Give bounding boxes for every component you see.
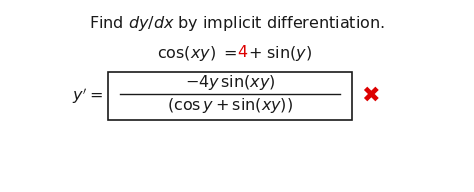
Text: $-4y\,\sin\!\left(xy\right)$: $-4y\,\sin\!\left(xy\right)$	[185, 73, 275, 92]
Text: $\left(\cos y + \sin\!\left(xy\right)\right)$: $\left(\cos y + \sin\!\left(xy\right)\ri…	[167, 96, 293, 115]
Text: $4$: $4$	[237, 44, 248, 60]
Text: ✖: ✖	[361, 86, 379, 106]
Text: $\cos(x\mathit{y})\ =\ $: $\cos(x\mathit{y})\ =\ $	[156, 44, 237, 63]
Text: $+\ \sin(\mathit{y})$: $+\ \sin(\mathit{y})$	[248, 44, 312, 63]
Bar	[108, 72, 352, 120]
Text: Find $\mathit{dy/dx}$ by implicit differentiation.: Find $\mathit{dy/dx}$ by implicit differ…	[89, 14, 385, 33]
Text: $y' =$: $y' =$	[72, 86, 103, 106]
